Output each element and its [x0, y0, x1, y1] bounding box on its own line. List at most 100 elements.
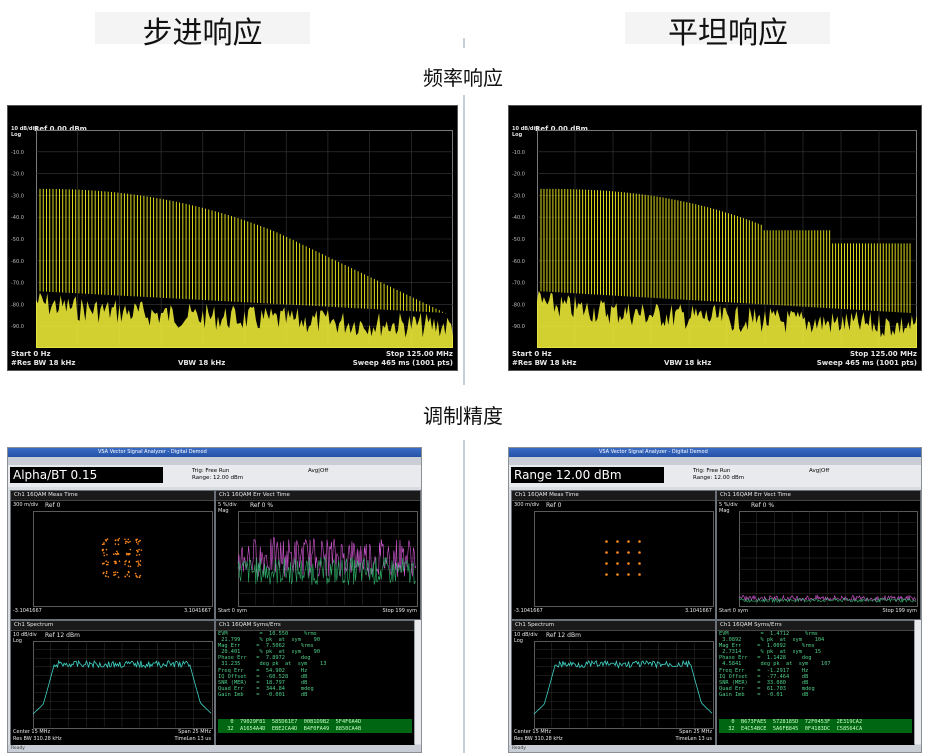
constellation-point: [106, 538, 109, 540]
trigger-label: Trig: Free Run: [693, 468, 731, 474]
ref-level-label: Ref 0.00 dBm: [34, 125, 87, 133]
log-label: Log: [512, 132, 523, 138]
constellation-point: [136, 554, 138, 556]
ch1-spectrum-pane[interactable]: Ch1 Spectrum 10 dB/div Log Ref 12 dBm Ce…: [10, 620, 215, 746]
constellation-pane[interactable]: Ch1 16QAM Meas Time 300 m/div Ref 0 -3.1…: [511, 490, 716, 620]
symbols-errors-pane[interactable]: Ch1 16QAM Syms/Errs EVM = 10.550 %rms 21…: [215, 620, 415, 746]
pane-title: Ch1 16QAM Meas Time: [11, 491, 214, 501]
constellation-point: [113, 560, 116, 563]
ch1-spectrum-pane[interactable]: Ch1 Spectrum 10 dB/div Log Ref 12 dBm Ce…: [511, 620, 716, 746]
y-tick-label: -60.0: [512, 259, 525, 265]
constellation-point: [113, 571, 115, 574]
symbols-errors-pane[interactable]: Ch1 16QAM Syms/Errs EVM = 1.4712 %rms 3.…: [716, 620, 915, 746]
constellation-point: [114, 562, 116, 565]
constellation-point: [138, 548, 140, 551]
constellation-point: [117, 538, 119, 541]
constellation-point: [103, 552, 105, 554]
symbols-scrollbar[interactable]: [914, 620, 921, 744]
frequency-response-heading: 频率响应: [423, 66, 503, 90]
constellation-point: [138, 563, 140, 566]
vsa-window-flat: VSA Vector Signal Analyzer - Digital Dem…: [508, 447, 922, 753]
constellation-point: [129, 565, 132, 568]
constellation-point: [134, 572, 137, 575]
range-label: Range: 12.00 dBm: [693, 475, 745, 481]
error-vector-pane[interactable]: Ch1 16QAM Err Vect Time 5 %/div Mag Ref …: [716, 490, 921, 620]
symbol-table: 0 79029F81 585D61E7 00B1D9B2 5F4F6A4D 32…: [218, 719, 412, 733]
constellation-point: [138, 553, 141, 556]
x-min-label: -3.1041667: [514, 608, 543, 614]
span-label: Span 25 MHz: [178, 729, 211, 735]
y-tick-label: -70.0: [512, 281, 525, 287]
stop-frequency-label: Stop 125.00 MHz: [850, 350, 917, 358]
symbols-scrollbar[interactable]: [414, 620, 421, 744]
constellation-point: [139, 564, 142, 566]
y-tick-label: -20.0: [512, 172, 525, 178]
constellation-point: [136, 551, 139, 553]
error-vector-trace-line: [738, 597, 917, 604]
status-bar: Ready: [8, 745, 421, 752]
constellation-point: [116, 553, 118, 556]
constellation-point: [113, 574, 115, 576]
constellation-point: [135, 575, 138, 577]
vbw-label: VBW 18 kHz: [178, 359, 226, 367]
stop-symbol-label: Stop 199 sym: [382, 608, 417, 614]
constellation-point: [114, 539, 117, 542]
res-bw-label: Res BW 310.28 kHz: [13, 736, 62, 742]
constellation-point: [124, 538, 126, 541]
stop-frequency-label: Stop 125.00 MHz: [386, 350, 453, 358]
trigger-label: Trig: Free Run: [192, 468, 230, 474]
y-tick-label: -20.0: [11, 172, 24, 178]
constellation-pane[interactable]: Ch1 16QAM Meas Time 300 m/div Ref 0 -3.1…: [10, 490, 215, 620]
constellation-point: [114, 552, 117, 555]
constellation-point: [117, 576, 120, 579]
constellation-point: [118, 537, 120, 540]
noise-floor: [36, 292, 453, 348]
constellation-point: [116, 552, 119, 554]
constellation-points: [605, 540, 641, 576]
symbol-hex-values: 0 B673FAE5 5728185D 72F0453F 2E319CA2 32…: [728, 719, 863, 732]
constellation-point: [126, 573, 129, 576]
constellation-point: [127, 538, 130, 541]
constellation-point: [105, 548, 108, 551]
constellation-point: [107, 561, 109, 564]
pane-log: Log: [514, 638, 523, 644]
constellation-point: [638, 540, 641, 543]
constellation-point: [137, 565, 139, 567]
spectrum-trace: -10.0 -20.0 -30.0 -40.0 -50.0 -60.0 -70.0 -80.0…: [11, 130, 453, 348]
constellation-point: [103, 542, 105, 544]
constellation-point: [105, 572, 108, 575]
average-status: Avg|Off: [809, 468, 830, 474]
spectrum-trace: [533, 641, 713, 727]
spectrum-display-flat: 10 dB/div Log Ref 0.00 dBm -10.0 -20.0 -30…: [508, 105, 922, 371]
symbol-hex-values: 0 79029F81 585D61E7 00B1D9B2 5F4F6A4D 32…: [227, 719, 362, 732]
y-tick-label: -30.0: [512, 193, 525, 199]
res-bw-label: Res BW 310.28 kHz: [514, 736, 563, 742]
constellation-point: [616, 551, 619, 554]
constellation-point: [118, 560, 121, 562]
flat-response-title: 平坦响应: [668, 16, 788, 51]
spectrum-trace: -10.0 -20.0 -30.0 -40.0 -50.0 -60.0 -70.0 -80.0…: [512, 130, 917, 348]
pane-mag: Mag: [218, 508, 229, 514]
symbol-table: 0 B673FAE5 5728185D 72F0453F 2E319CA2 32…: [719, 719, 912, 733]
constellation-point: [605, 540, 608, 543]
y-tick-label: -50.0: [512, 237, 525, 243]
constellation-point: [105, 570, 108, 573]
pane-ref: Ref 12 dBm: [45, 632, 80, 639]
vsa-window-step: VSA Vector Signal Analyzer - Digital Dem…: [7, 447, 422, 753]
average-status: Avg|Off: [308, 468, 329, 474]
trigger-info: Trig: Free Run Range: 12.00 dBm: [693, 468, 744, 482]
heading-backdrop-right: [625, 12, 830, 44]
error-vector-pane[interactable]: Ch1 16QAM Err Vect Time 5 %/div Mag Ref …: [215, 490, 421, 620]
vbw-label: VBW 18 kHz: [664, 359, 712, 367]
constellation-point: [105, 540, 108, 542]
range-label: Range: 12.00 dBm: [192, 475, 244, 481]
constellation-point: [124, 575, 127, 578]
y-tick-label: -40.0: [512, 215, 525, 221]
constellation-point: [103, 543, 105, 545]
spectrum-trace: [32, 641, 212, 727]
constellation-point: [137, 562, 140, 564]
active-parameter-readout: Alpha/BT 0.15: [10, 467, 163, 483]
constellation-point: [124, 542, 127, 545]
measurement-bar: Range 12.00 dBm Trig: Free Run Range: 12…: [509, 465, 921, 487]
spectrum-line: [533, 659, 713, 715]
